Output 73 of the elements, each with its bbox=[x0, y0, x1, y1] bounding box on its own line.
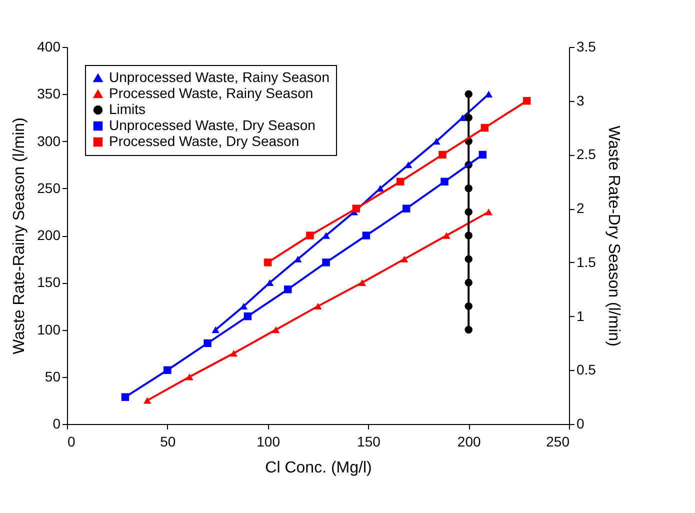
legend-label: Limits bbox=[109, 101, 146, 117]
point bbox=[244, 312, 252, 320]
point bbox=[464, 232, 472, 240]
point bbox=[442, 232, 450, 239]
y-tick-label: 50 bbox=[44, 368, 61, 384]
point bbox=[464, 326, 472, 334]
legend-label: Processed Waste, Dry Season bbox=[109, 133, 300, 149]
point bbox=[143, 397, 152, 404]
point bbox=[432, 138, 440, 145]
point bbox=[322, 232, 330, 239]
y-axis-title: Waste Rate-Rainy Season (l/min) bbox=[11, 118, 28, 354]
point bbox=[464, 278, 472, 286]
x-tick-label: 150 bbox=[357, 434, 381, 450]
point bbox=[464, 255, 472, 263]
point bbox=[464, 114, 472, 122]
point bbox=[362, 232, 370, 240]
y-tick-label: 400 bbox=[37, 38, 61, 54]
point bbox=[352, 204, 360, 212]
point bbox=[164, 366, 172, 374]
point bbox=[230, 350, 238, 357]
point bbox=[464, 302, 472, 310]
point bbox=[272, 326, 280, 334]
point bbox=[314, 302, 322, 310]
y2-tick-label: 1 bbox=[576, 308, 584, 324]
x-tick-label: 200 bbox=[457, 434, 481, 450]
point bbox=[478, 150, 487, 159]
y2-tick-label: 0.5 bbox=[576, 362, 596, 378]
point bbox=[464, 184, 472, 192]
x-axis-title: Cl Conc. (Mg/l) bbox=[265, 460, 372, 476]
point bbox=[186, 374, 194, 380]
point bbox=[264, 258, 272, 266]
point bbox=[464, 208, 472, 216]
y2-tick-label: 2 bbox=[576, 200, 584, 216]
y2-axis-title: Waste Rate-Dry Season (l/min) bbox=[604, 126, 622, 346]
point bbox=[402, 204, 410, 212]
y-tick-label: 200 bbox=[37, 227, 61, 243]
point bbox=[358, 279, 366, 286]
y-tick-label: 250 bbox=[37, 180, 61, 196]
y2-tick-label: 2.5 bbox=[576, 146, 596, 162]
point bbox=[294, 256, 302, 262]
y-tick-label: 0 bbox=[52, 416, 61, 432]
y2-tick-label: 3.5 bbox=[576, 38, 596, 54]
point bbox=[204, 339, 212, 348]
y-tick-label: 350 bbox=[37, 86, 61, 102]
point bbox=[400, 256, 408, 262]
point bbox=[480, 124, 489, 132]
y2-tick-label: 3 bbox=[576, 92, 584, 108]
point bbox=[284, 285, 292, 294]
x-tick-label: 50 bbox=[160, 434, 176, 450]
x-tick-label: 250 bbox=[546, 434, 570, 450]
point bbox=[121, 393, 130, 401]
legend-label: Unprocessed Waste, Dry Season bbox=[109, 117, 316, 133]
y-tick-label: 100 bbox=[37, 321, 61, 338]
x-tick-label: 100 bbox=[256, 434, 280, 450]
y-tick-label: 300 bbox=[37, 132, 61, 149]
point bbox=[464, 90, 472, 98]
point bbox=[458, 114, 466, 122]
point bbox=[306, 232, 314, 240]
x-tick-label: 0 bbox=[68, 434, 76, 450]
y2-tick-label: 1.5 bbox=[576, 254, 596, 270]
point bbox=[212, 326, 220, 334]
point bbox=[484, 208, 493, 216]
point bbox=[522, 96, 531, 105]
point bbox=[440, 178, 448, 186]
point bbox=[322, 258, 330, 266]
y2-tick-label: 0 bbox=[576, 416, 584, 432]
legend-label: Processed Waste, Rainy Season bbox=[109, 85, 314, 101]
point bbox=[438, 150, 446, 159]
point bbox=[396, 178, 404, 186]
point bbox=[266, 279, 274, 286]
legend-label: Unprocessed Waste, Rainy Season bbox=[109, 69, 330, 85]
y-tick-label: 150 bbox=[37, 274, 61, 290]
point bbox=[376, 185, 384, 192]
